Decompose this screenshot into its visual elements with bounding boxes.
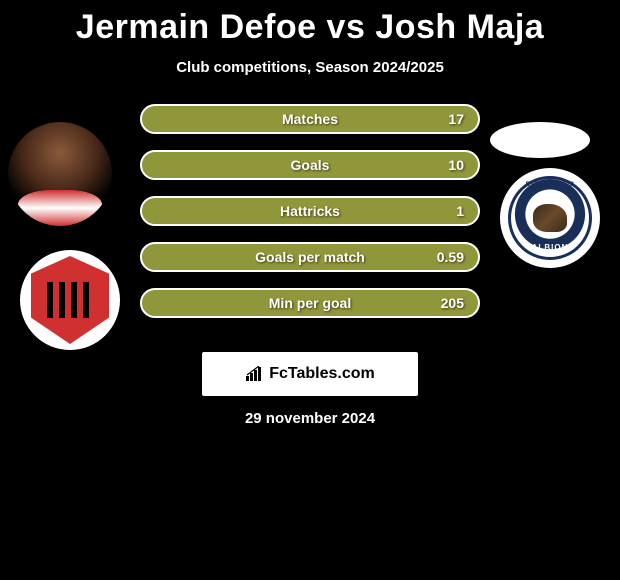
stat-value: 205 (441, 295, 464, 311)
chart-icon (245, 366, 265, 382)
club-right-badge: EST BROMWIC ALBION (500, 168, 600, 268)
stat-label: Hattricks (280, 203, 340, 219)
stat-value: 10 (448, 157, 464, 173)
date-text: 29 november 2024 (0, 410, 620, 427)
stat-bar-goals-per-match: Goals per match 0.59 (140, 242, 480, 272)
stat-label: Goals (291, 157, 330, 173)
credit-badge: FcTables.com (202, 352, 418, 396)
stat-value: 17 (448, 111, 464, 127)
stat-bar-min-per-goal: Min per goal 205 (140, 288, 480, 318)
stat-label: Matches (282, 111, 338, 127)
stat-bar-hattricks: Hattricks 1 (140, 196, 480, 226)
page-title: Jermain Defoe vs Josh Maja (0, 0, 620, 47)
player-right-photo (490, 122, 590, 158)
stat-bar-goals: Goals 10 (140, 150, 480, 180)
stat-value: 0.59 (437, 249, 464, 265)
stat-label: Min per goal (269, 295, 351, 311)
stat-bar-matches: Matches 17 (140, 104, 480, 134)
player-left-photo (8, 122, 112, 226)
club-right-top-text: EST BROMWIC (511, 182, 589, 188)
comparison-panel: EST BROMWIC ALBION Matches 17 Goals 10 H… (0, 104, 620, 354)
stat-value: 1 (456, 203, 464, 219)
credit-text: FcTables.com (269, 365, 375, 383)
club-right-bottom-text: ALBION (511, 243, 589, 252)
club-left-badge (20, 250, 120, 350)
season-subtitle: Club competitions, Season 2024/2025 (0, 59, 620, 76)
stat-bars: Matches 17 Goals 10 Hattricks 1 Goals pe… (140, 104, 480, 334)
stat-label: Goals per match (255, 249, 365, 265)
